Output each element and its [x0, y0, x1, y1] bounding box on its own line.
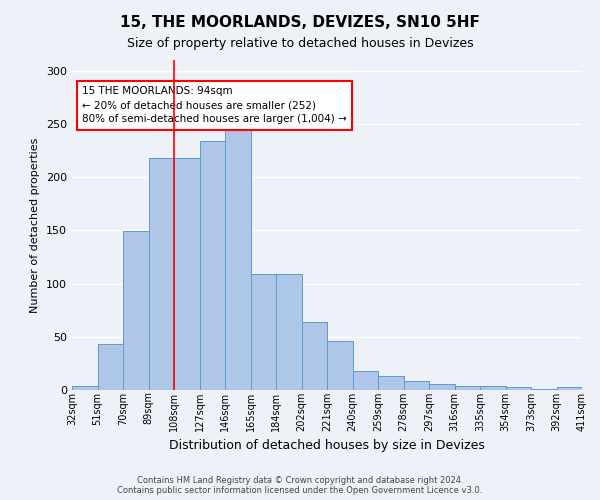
Bar: [225, 128, 251, 390]
Bar: [378, 376, 404, 390]
Bar: [174, 158, 199, 390]
Bar: [149, 158, 174, 390]
Bar: [455, 386, 480, 390]
Text: Size of property relative to detached houses in Devizes: Size of property relative to detached ho…: [127, 38, 473, 51]
Bar: [72, 386, 97, 390]
Bar: [404, 382, 429, 390]
Bar: [557, 387, 582, 390]
Bar: [531, 389, 557, 390]
Bar: [327, 341, 353, 390]
Bar: [480, 386, 505, 390]
Text: Contains HM Land Registry data © Crown copyright and database right 2024.
Contai: Contains HM Land Registry data © Crown c…: [118, 476, 482, 495]
Bar: [199, 141, 225, 390]
Bar: [505, 387, 531, 390]
Bar: [302, 322, 327, 390]
Bar: [97, 344, 123, 390]
Bar: [429, 384, 455, 390]
Y-axis label: Number of detached properties: Number of detached properties: [31, 138, 40, 312]
X-axis label: Distribution of detached houses by size in Devizes: Distribution of detached houses by size …: [169, 439, 485, 452]
Bar: [251, 274, 276, 390]
Bar: [123, 232, 149, 390]
Text: 15 THE MOORLANDS: 94sqm
← 20% of detached houses are smaller (252)
80% of semi-d: 15 THE MOORLANDS: 94sqm ← 20% of detache…: [82, 86, 347, 124]
Bar: [353, 371, 378, 390]
Bar: [276, 274, 302, 390]
Text: 15, THE MOORLANDS, DEVIZES, SN10 5HF: 15, THE MOORLANDS, DEVIZES, SN10 5HF: [120, 15, 480, 30]
